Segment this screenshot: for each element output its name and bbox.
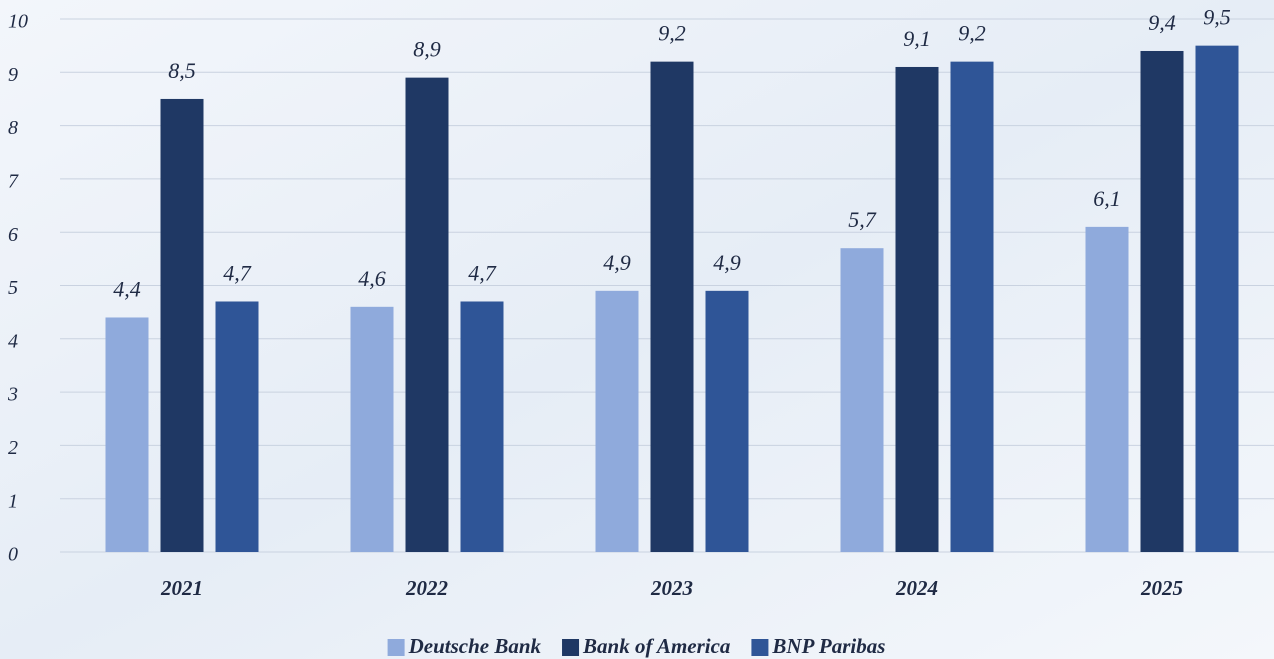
bar (1196, 46, 1239, 552)
bar (651, 62, 694, 552)
value-label: 4,7 (223, 261, 252, 286)
bar (706, 291, 749, 552)
value-label: 4,9 (713, 250, 741, 275)
y-tick-label: 1 (8, 490, 18, 512)
y-tick-label: 8 (8, 117, 18, 139)
value-label: 9,4 (1148, 10, 1176, 35)
value-label: 8,9 (413, 37, 441, 62)
value-label: 6,1 (1093, 186, 1121, 211)
value-label: 8,5 (168, 58, 196, 83)
y-tick-label: 3 (7, 384, 18, 406)
y-tick-label: 2 (8, 437, 18, 459)
bar (461, 301, 504, 552)
bar (951, 62, 994, 552)
y-tick-label: 10 (8, 11, 28, 33)
x-tick-label: 2021 (160, 576, 203, 600)
legend-swatch (751, 639, 768, 656)
bar (596, 291, 639, 552)
value-label: 4,6 (358, 266, 386, 291)
value-label: 4,4 (113, 277, 141, 302)
y-tick-label: 6 (8, 224, 18, 246)
bar (216, 301, 259, 552)
legend-label: Bank of America (582, 634, 730, 658)
bar (406, 78, 449, 552)
bar (1141, 51, 1184, 552)
bar (1086, 227, 1129, 552)
value-label: 4,7 (468, 261, 497, 286)
x-tick-label: 2024 (895, 576, 938, 600)
bar (351, 307, 394, 552)
y-tick-label: 5 (8, 277, 18, 299)
x-tick-label: 2022 (405, 576, 449, 600)
y-tick-label: 0 (8, 544, 18, 566)
bar (106, 317, 149, 552)
legend-label: BNP Paribas (771, 634, 885, 658)
bar (896, 67, 939, 552)
x-tick-label: 2023 (650, 576, 693, 600)
value-label: 5,7 (848, 207, 877, 232)
value-label: 9,5 (1203, 5, 1231, 30)
value-label: 9,2 (958, 21, 986, 46)
bar (841, 248, 884, 552)
y-tick-label: 4 (8, 330, 18, 352)
value-label: 9,1 (903, 26, 931, 51)
chart: 0 1 2 3 4 5 6 7 8 9 10 2021 4,4 8,5 4,7 2022 4,6 8,9 4,7 20… (0, 0, 1274, 659)
value-label: 4,9 (603, 250, 631, 275)
value-label: 9,2 (658, 21, 686, 46)
x-tick-label: 2025 (1140, 576, 1183, 600)
legend-swatch (388, 639, 405, 656)
legend-label: Deutsche Bank (408, 634, 542, 658)
y-tick-label: 9 (8, 64, 18, 86)
legend-swatch (562, 639, 579, 656)
bar (161, 99, 204, 552)
y-tick-label: 7 (8, 170, 19, 192)
